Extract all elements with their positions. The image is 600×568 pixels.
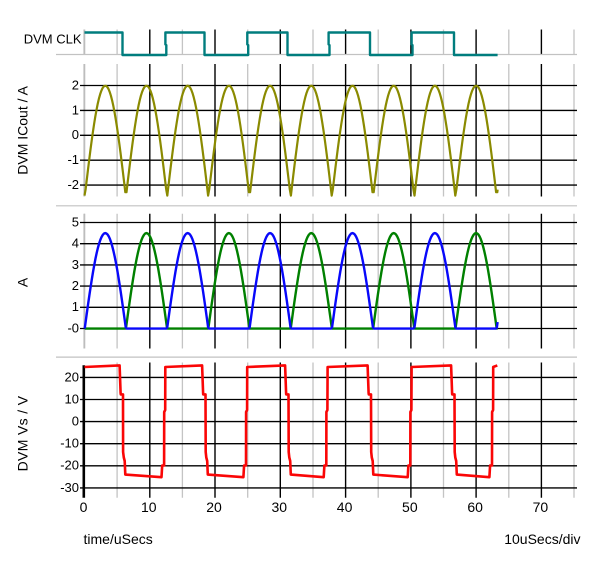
svg-text:50: 50	[402, 499, 418, 515]
svg-text:DVM ICout / A: DVM ICout / A	[15, 85, 31, 174]
svg-text:10: 10	[65, 391, 79, 406]
svg-text:40: 40	[337, 499, 353, 515]
svg-text:10: 10	[141, 499, 157, 515]
svg-text:-2: -2	[67, 177, 79, 192]
svg-text:3: 3	[72, 257, 79, 272]
svg-text:20: 20	[65, 369, 79, 384]
svg-text:2: 2	[72, 278, 79, 293]
svg-text:-10: -10	[60, 436, 79, 451]
svg-text:A: A	[15, 277, 31, 287]
svg-text:1: 1	[72, 102, 79, 117]
svg-text:0: 0	[72, 414, 79, 429]
svg-text:30: 30	[272, 499, 288, 515]
svg-text:DVM Vs / V: DVM Vs / V	[15, 395, 31, 471]
svg-text:4: 4	[72, 236, 79, 251]
svg-text:60: 60	[467, 499, 483, 515]
svg-text:20: 20	[206, 499, 222, 515]
svg-text:5: 5	[72, 214, 79, 229]
svg-text:2: 2	[72, 77, 79, 92]
svg-text:0: 0	[80, 499, 88, 515]
svg-text:70: 70	[533, 499, 549, 515]
svg-text:-30: -30	[60, 480, 79, 495]
svg-text:1: 1	[72, 299, 79, 314]
svg-text:10uSecs/div: 10uSecs/div	[504, 531, 580, 547]
svg-text:-0: -0	[67, 320, 79, 335]
svg-text:DVM CLK: DVM CLK	[24, 32, 82, 47]
svg-text:-1: -1	[67, 152, 79, 167]
svg-text:-20: -20	[60, 458, 79, 473]
svg-text:time/uSecs: time/uSecs	[84, 531, 153, 547]
svg-text:0: 0	[72, 127, 79, 142]
